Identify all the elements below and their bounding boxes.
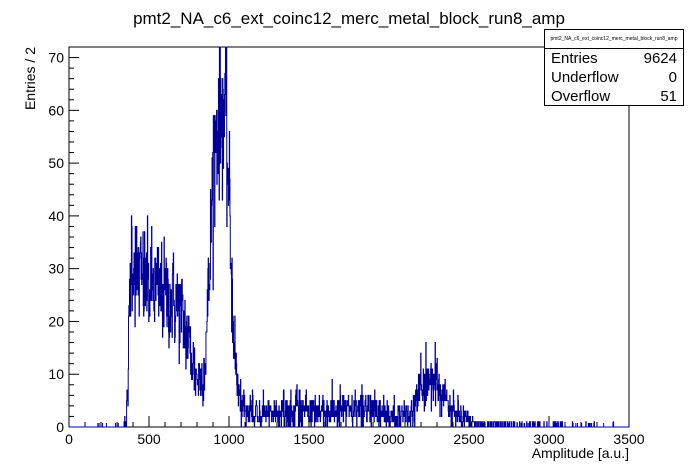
stats-box: pmt2_NA_c6_ext_coinc12_merc_metal_block_… [544, 29, 684, 106]
x-tick-label: 2000 [373, 431, 404, 447]
x-axis-label: Amplitude [a.u.] [532, 445, 629, 461]
x-tick-label: 2500 [453, 431, 484, 447]
chart-title: pmt2_NA_c6_ext_coinc12_merc_metal_block_… [133, 9, 565, 28]
stats-label: Overflow [551, 88, 611, 105]
y-tick-label: 60 [48, 102, 64, 118]
stats-value: 9624 [643, 50, 677, 67]
stats-row-entries: Entries 9624 [545, 49, 683, 68]
x-tick-label: 1000 [213, 431, 244, 447]
x-tick-label: 3500 [613, 431, 644, 447]
stats-label: Entries [551, 50, 598, 67]
stats-value: 0 [668, 69, 677, 86]
y-axis-label: Entries / 2 [22, 47, 38, 110]
x-tick-label: 0 [65, 431, 73, 447]
y-tick-label: 10 [48, 366, 64, 382]
sparse-bin-marks [97, 423, 605, 427]
stats-row-overflow: Overflow 51 [545, 87, 683, 106]
x-tick-label: 1500 [293, 431, 324, 447]
x-tick-label: 500 [137, 431, 161, 447]
y-tick-label: 0 [56, 419, 64, 435]
y-tick-label: 50 [48, 155, 64, 171]
stats-value: 51 [660, 88, 677, 105]
y-tick-label: 20 [48, 313, 64, 329]
y-tick-label: 70 [48, 50, 64, 66]
stats-row-underflow: Underflow 0 [545, 68, 683, 87]
stats-title: pmt2_NA_c6_ext_coinc12_merc_metal_block_… [545, 30, 683, 49]
histogram-line [69, 46, 629, 428]
y-tick-label: 30 [48, 261, 64, 277]
y-axis: 0 10 20 30 40 50 60 70 [48, 46, 79, 435]
y-tick-label: 40 [48, 208, 64, 224]
stats-label: Underflow [551, 69, 619, 86]
x-axis: 0 500 1000 1500 2000 2500 3000 3500 [65, 416, 645, 447]
x-tick-label: 3000 [533, 431, 564, 447]
